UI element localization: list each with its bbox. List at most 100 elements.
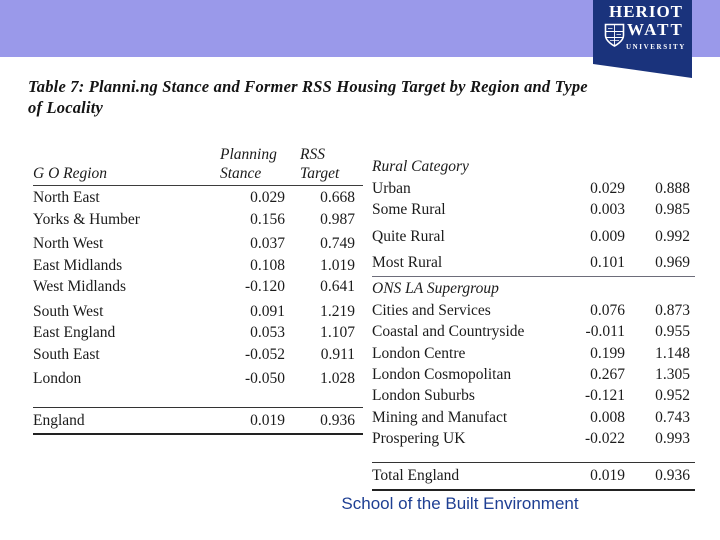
row-value: 0.108 [250, 256, 285, 274]
row-value: 0.008 [590, 408, 625, 426]
row-label: Urban [372, 180, 411, 197]
table-row: Yorks & Humber 0.156 0.987 [33, 209, 363, 231]
table-row: South West 0.091 1.219 [33, 301, 363, 323]
row-label: London Centre [372, 344, 466, 362]
row-label: Yorks & Humber [33, 210, 140, 228]
row-value: 0.101 [590, 253, 625, 271]
row-label: London Suburbs [372, 387, 475, 405]
region-group-1: North East 0.029 0.668 Yorks & Humber 0.156 0… [33, 186, 363, 230]
footer-text: School of the Built Environment [341, 494, 579, 513]
go-region-table-header: Planning RSS G O Region Stance Target [33, 141, 363, 186]
table-row: North West 0.037 0.749 [33, 233, 363, 255]
row-label: South West [33, 302, 104, 320]
table-row: Prospering UK -0.022 0.993 [372, 428, 695, 449]
row-value: 0.009 [590, 227, 625, 245]
row-value: 0.267 [590, 366, 625, 384]
table-row: London Cosmopolitan 0.267 1.305 [372, 364, 695, 385]
col-header-target: Target [300, 165, 340, 182]
row-value: 0.969 [655, 253, 690, 271]
col-header-rss: RSS [300, 146, 325, 163]
row-value: 0.936 [320, 411, 355, 429]
row-value: 0.992 [655, 227, 690, 245]
heriot-watt-shield-icon [604, 23, 625, 48]
row-value: 1.305 [655, 366, 690, 384]
row-label: Most Rural [372, 253, 443, 271]
table-row: South East -0.052 0.911 [33, 344, 363, 366]
region-group-4: London -0.050 1.028 [33, 367, 363, 390]
table-row: London -0.050 1.028 [33, 368, 363, 390]
go-region-table: Planning RSS G O Region Stance Target No… [33, 141, 363, 435]
row-value: 0.911 [320, 345, 355, 363]
rural-rows-a: Urban 0.029 0.888 Some Rural 0.003 0.985 [372, 178, 695, 221]
row-value: 0.985 [655, 201, 690, 219]
row-label: London Cosmopolitan [372, 366, 512, 384]
page-title: Table 7: Planni.ng Stance and Former RSS… [28, 76, 688, 118]
logo-word-heriot: HERIOT [609, 2, 684, 21]
row-value: -0.052 [244, 345, 285, 363]
row-label: North West [33, 235, 104, 252]
row-label: West Midlands [33, 278, 127, 295]
rural-rows-b: Quite Rural 0.009 0.992 [372, 226, 695, 247]
table-row: Quite Rural 0.009 0.992 [372, 226, 695, 247]
row-value: 0.029 [250, 189, 285, 206]
table-row: London Centre 0.199 1.148 [372, 343, 695, 364]
row-value: 0.037 [250, 235, 285, 252]
row-value: 1.107 [320, 324, 355, 341]
table-row: Most Rural 0.101 0.969 [372, 252, 695, 273]
ons-supergroup-section: ONS LA Supergroup Cities and Services 0.0… [372, 278, 695, 449]
row-label: East Midlands [33, 256, 123, 274]
row-label: South East [33, 345, 100, 363]
table-row: Cities and Services 0.076 0.873 [372, 300, 695, 321]
col-header-planning: Planning [220, 146, 277, 163]
row-value: 0.019 [590, 467, 625, 485]
row-value: -0.011 [585, 323, 625, 341]
locality-table: Rural Category Urban 0.029 0.888 Some Rural… [372, 156, 695, 491]
row-value: 0.873 [655, 302, 690, 320]
england-total-row: England 0.019 0.936 [33, 406, 363, 435]
ons-supergroup-heading: ONS LA Supergroup [372, 280, 499, 298]
table-row: Some Rural 0.003 0.985 [372, 199, 695, 220]
row-value: 1.148 [655, 344, 690, 362]
table-row: North East 0.029 0.668 [33, 187, 363, 209]
region-group-3: South West 0.091 1.219 East England 0.053 1.1… [33, 300, 363, 366]
row-label: Cities and Services [372, 302, 491, 320]
row-value: 0.019 [250, 411, 285, 429]
row-label: North East [33, 189, 100, 206]
row-value: 0.029 [590, 180, 625, 197]
row-value: 0.936 [655, 467, 690, 485]
rural-category-heading: Rural Category [372, 158, 469, 175]
row-value: -0.050 [244, 370, 285, 387]
page-title-line1: Table 7: Planni.ng Stance and Former RSS… [28, 77, 588, 96]
row-value: 1.028 [320, 370, 355, 387]
table-row: East England 0.053 1.107 [33, 322, 363, 344]
row-value: -0.120 [244, 278, 285, 295]
logo-word-watt: WATT [627, 20, 684, 39]
logo-word-university: UNIVERSITY [626, 43, 686, 51]
rural-category-section: Rural Category Urban 0.029 0.888 Some Rural… [372, 156, 695, 278]
row-value: 0.888 [655, 180, 690, 197]
row-value: 0.952 [655, 387, 690, 405]
row-label: England [33, 411, 85, 429]
row-label: Prospering UK [372, 429, 466, 447]
row-value: 0.091 [250, 302, 285, 320]
region-group-2: North West 0.037 0.749 East Midlands 0.108 1.… [33, 232, 363, 298]
row-label: Total England [372, 467, 460, 485]
row-value: 1.019 [320, 256, 355, 274]
row-value: 0.749 [320, 235, 355, 252]
row-value: -0.121 [584, 387, 625, 405]
row-value: 0.955 [655, 323, 690, 341]
table-row: Urban 0.029 0.888 [372, 178, 695, 199]
rural-rows-c: Most Rural 0.101 0.969 [372, 252, 695, 273]
table-row: Coastal and Countryside -0.011 0.955 [372, 321, 695, 342]
col-header-stance: Stance [220, 165, 262, 182]
row-value: 0.993 [655, 429, 690, 447]
row-label: London [33, 370, 82, 387]
row-value: 0.641 [320, 278, 355, 295]
page-title-line2: of Locality [28, 98, 104, 117]
total-england-row: Total England 0.019 0.936 [372, 462, 695, 491]
col-header-region: G O Region [33, 165, 108, 182]
row-label: Quite Rural [372, 227, 445, 245]
row-value: 0.076 [590, 302, 625, 320]
row-value: 0.156 [250, 210, 285, 228]
